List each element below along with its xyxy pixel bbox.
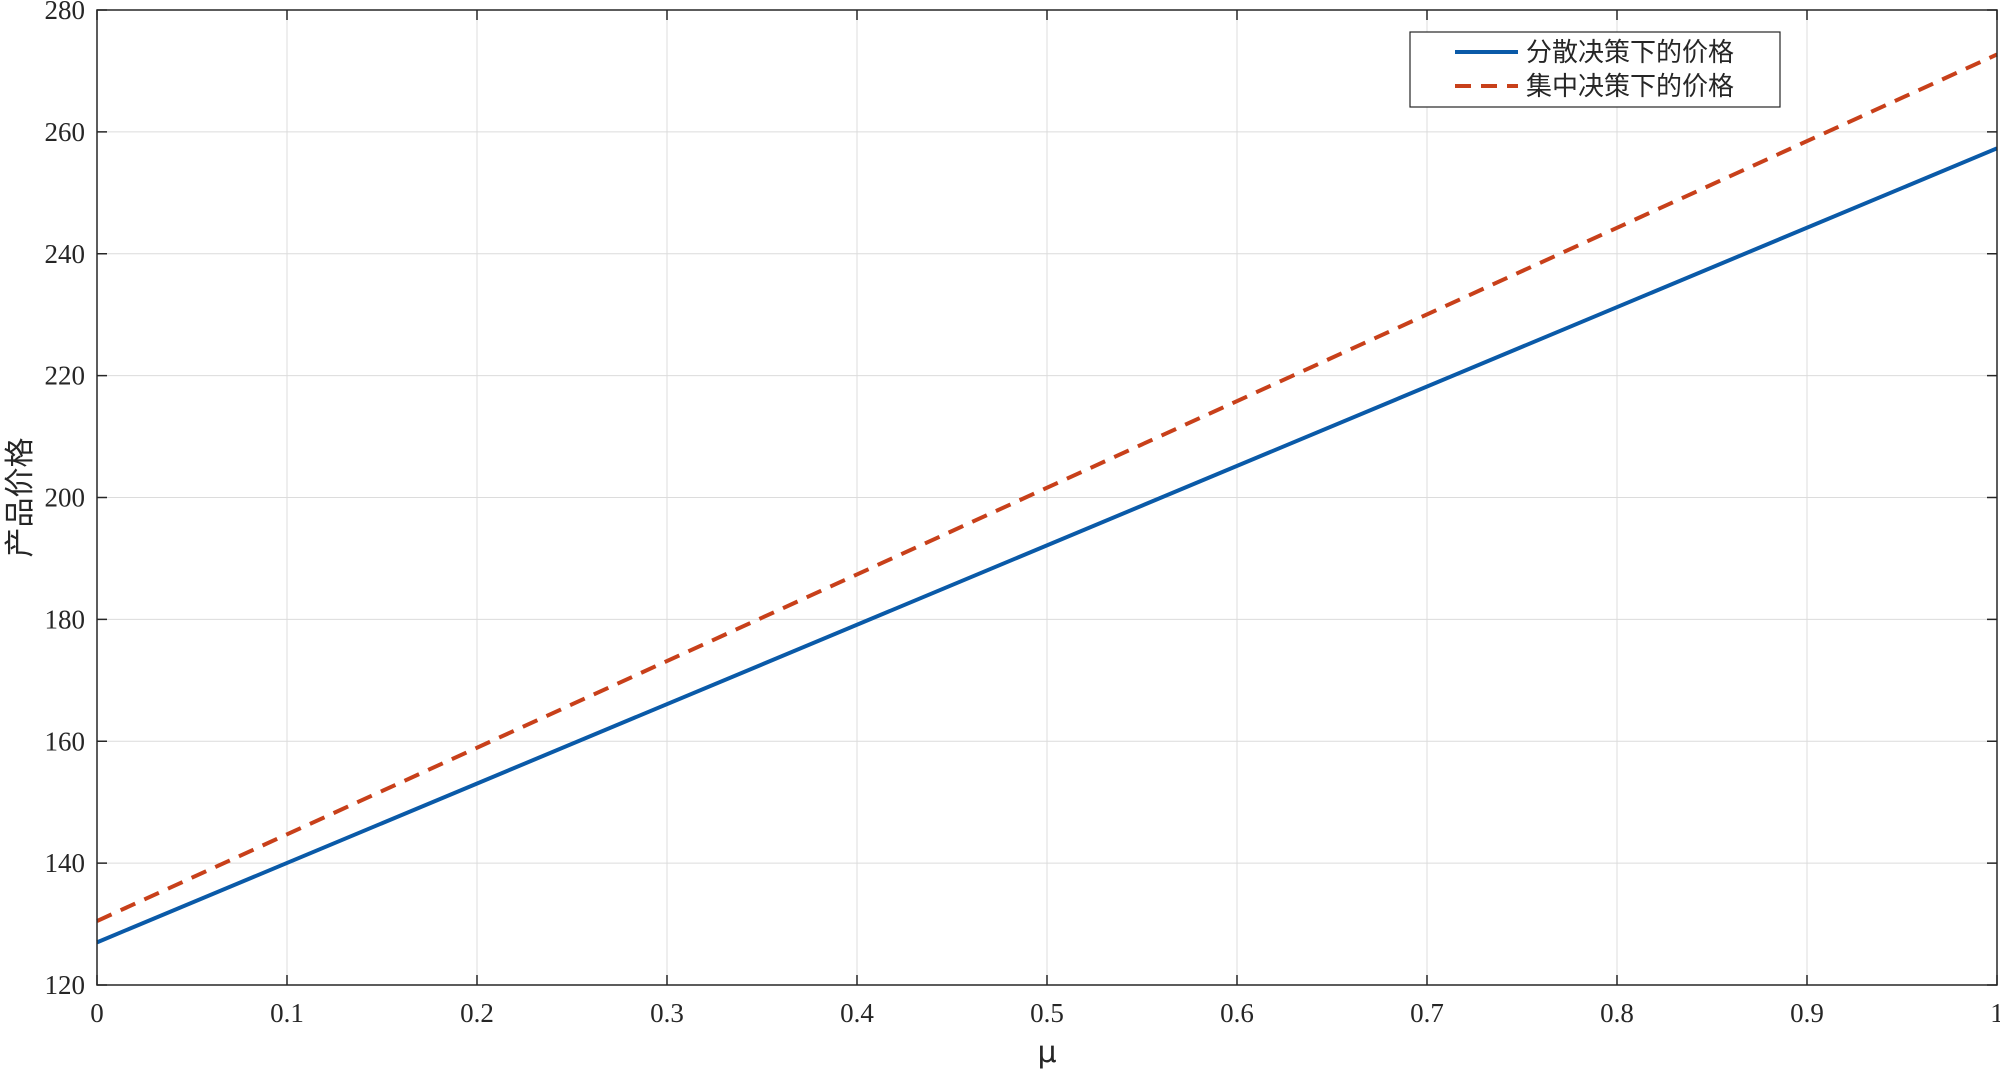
x-tick-label: 0.7 bbox=[1410, 998, 1444, 1028]
y-tick-label: 140 bbox=[45, 848, 86, 878]
x-axis-label: μ bbox=[1037, 1035, 1056, 1069]
series-line-centralized bbox=[96, 52, 1998, 923]
y-tick-label: 260 bbox=[45, 117, 86, 147]
y-tick-label: 120 bbox=[45, 970, 86, 1000]
x-tick-label: 0.4 bbox=[840, 998, 874, 1028]
series-line-decentralized bbox=[96, 146, 1998, 945]
y-tick-label: 200 bbox=[45, 483, 86, 513]
axes bbox=[96, 9, 1998, 986]
x-tick-label: 0.2 bbox=[460, 998, 494, 1028]
x-tick-label: 0.1 bbox=[270, 998, 304, 1028]
x-tick-label: 0.9 bbox=[1790, 998, 1824, 1028]
legend-entry-centralized: 集中决策下的价格 bbox=[1526, 72, 1734, 102]
x-tick-label: 0.5 bbox=[1030, 998, 1064, 1028]
grid bbox=[97, 10, 1997, 985]
x-tick-label: 0 bbox=[90, 998, 104, 1028]
tick-labels: 0 0.1 0.2 0.3 0.4 0.5 0.6 0.7 0.8 0.9 1 120 140 160 18… bbox=[45, 0, 2000, 1028]
y-tick-label: 280 bbox=[45, 0, 86, 25]
y-axis-label: 产品价格 bbox=[3, 438, 38, 558]
legend-box bbox=[1409, 31, 1781, 108]
x-tick-label: 0.8 bbox=[1600, 998, 1634, 1028]
legend: 分散决策下的价格 集中决策下的价格 bbox=[1409, 31, 1781, 108]
series-lines bbox=[96, 52, 1998, 945]
x-tick-label: 0.3 bbox=[650, 998, 684, 1028]
y-tick-label: 220 bbox=[45, 361, 86, 391]
y-tick-label: 180 bbox=[45, 604, 86, 634]
y-tick-label: 240 bbox=[45, 239, 86, 269]
x-tick-label: 1 bbox=[1990, 998, 2000, 1028]
legend-entry-decentralized: 分散决策下的价格 bbox=[1526, 38, 1734, 68]
y-tick-label: 160 bbox=[45, 726, 86, 756]
x-tick-label: 0.6 bbox=[1220, 998, 1254, 1028]
